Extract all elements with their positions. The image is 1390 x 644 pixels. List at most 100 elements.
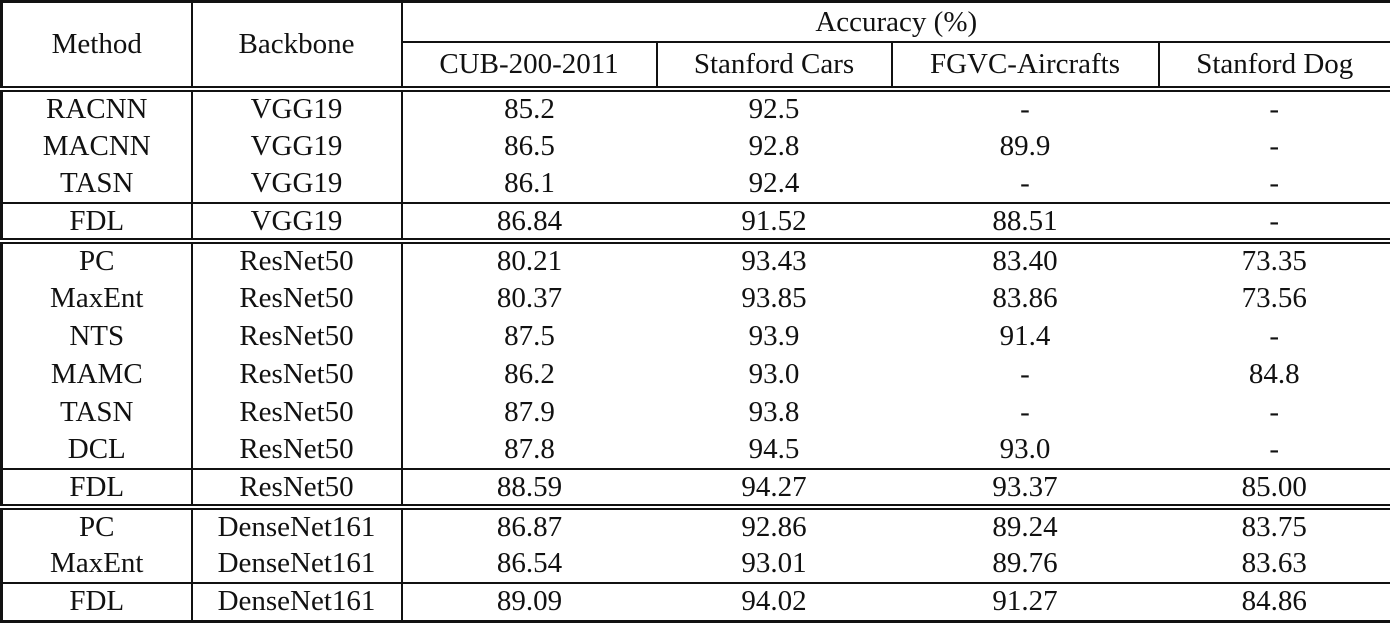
accuracy-cell: 86.54 [496,547,563,579]
accuracy-cell: 93.01 [741,547,807,579]
backbone-cell: VGG19 [191,89,403,127]
table-row: TASN ResNet50 87.9 93.8 - - [1,393,1390,431]
accuracy-cell: 87.9 [504,395,555,428]
table-row: FDL VGG19 86.84 91.52 88.51- [1,202,1390,241]
method-cell: PC [1,504,193,545]
accuracy-cell: - [1269,433,1280,465]
table-row: FDL DenseNet161 89.09 94.02 91.27 84.86 [1,582,1390,621]
table-row: DCL ResNet50 87.8 94.5 93.0 - [1,431,1390,469]
accuracy-cell: - [1020,357,1030,390]
accuracy-cell: 91.4 [999,319,1051,352]
backbone-cell: VGG19 [191,127,403,165]
accuracy-cell: 86.87 [401,504,657,545]
backbone-cell: ResNet50 [191,238,403,279]
accuracy-cell: 73.35 [1158,238,1390,279]
accuracy-cell: 93.8 [748,395,800,428]
backbone-cell: DenseNet161 [191,545,403,583]
method-cell: RACNN [1,89,193,127]
accuracy-results-table: Method Backbone Accuracy (%) CUB-200-201… [0,0,1390,623]
method-cell: MaxEnt [1,545,193,583]
accuracy-cell: 93.43 [656,238,892,279]
accuracy-cell: 94.02 [656,582,892,621]
table-row: MACNN VGG19 86.5 92.8 89.9 - [1,127,1390,165]
accuracy-cell: 86.1 [504,167,555,199]
backbone-cell: DenseNet161 [191,504,403,545]
accuracy-cell: 83.63 [1241,547,1307,579]
accuracy-cell: 93.0 [999,433,1051,465]
accuracy-cell: 93.85 [741,281,807,314]
accuracy-cell: 89.76 [992,547,1058,579]
header-row-top: Method Backbone Accuracy (%) [1,1,1390,89]
accuracy-group-header: Accuracy (%) [401,1,1390,43]
dataset-header-cub: CUB-200-2011 [401,42,658,89]
method-cell: MaxEnt [1,279,193,317]
accuracy-cell: 89.9 [999,129,1051,162]
accuracy-cell: 85.2 [504,93,555,125]
method-cell: MAMC [1,355,193,393]
table-row: PC DenseNet161 86.87 92.86 89.24 83.75 [1,504,1390,545]
accuracy-cell: 83.86 [992,281,1058,314]
accuracy-cell: 86.84 [401,202,657,241]
method-cell: NTS [1,317,193,355]
header-row-datasets: CUB-200-2011 Stanford Cars FGVC-Aircraft… [2,42,1390,89]
accuracy-cell: 84.8 [1248,357,1300,390]
accuracy-cell: 88.51 [891,202,1159,241]
accuracy-cell: 73.56 [1241,281,1307,314]
backbone-cell: ResNet50 [191,393,403,431]
accuracy-cell: 93.9 [748,319,800,352]
table-row: TASN VGG19 86.1 92.4 - - [1,165,1390,203]
method-cell: FDL [1,582,193,621]
accuracy-cell: 84.86 [1158,582,1390,621]
table-row: FDL ResNet50 88.59 94.27 93.37 85.00 [1,468,1390,507]
accuracy-cell: 91.52 [656,202,892,241]
table-row: RACNN VGG19 85.2 92.5 - - [1,89,1390,127]
table-body: RACNN VGG19 85.2 92.5- - MACNN VGG19 86.5 92.8 89… [1,89,1390,621]
accuracy-cell: 92.5 [748,93,800,125]
backbone-cell: ResNet50 [191,355,403,393]
accuracy-cell: 80.37 [496,281,563,314]
accuracy-cell: - [1269,129,1280,162]
accuracy-cell: - [1269,167,1280,199]
accuracy-cell: - [1158,202,1390,241]
method-cell: FDL [1,468,193,507]
accuracy-cell: 83.40 [891,238,1159,279]
accuracy-cell: 93.37 [891,468,1159,507]
accuracy-cell: 92.4 [748,167,800,199]
dataset-header-dog: Stanford Dog [1196,48,1354,80]
accuracy-cell: 87.8 [504,433,555,465]
accuracy-cell: 94.5 [748,433,800,465]
backbone-cell: ResNet50 [191,468,403,507]
table-row: MaxEnt DenseNet161 86.54 93.01 89.76 83.63 [1,545,1390,583]
accuracy-cell: 92.8 [748,129,800,162]
accuracy-cell: 85.00 [1158,468,1390,507]
table-header: Method Backbone Accuracy (%) CUB-200-201… [1,1,1390,89]
dataset-header-aircrafts: FGVC-Aircrafts [891,42,1160,89]
accuracy-cell: 86.5 [504,129,555,162]
method-column-header: Method [1,1,193,89]
accuracy-cell: 91.27 [891,582,1159,621]
backbone-cell: VGG19 [191,165,403,203]
accuracy-cell: - [1020,93,1030,125]
method-cell: FDL [1,202,193,241]
method-cell: DCL [1,431,193,469]
accuracy-cell: - [1269,319,1280,352]
accuracy-cell: 83.75 [1158,504,1390,545]
accuracy-cell: 89.24 [891,504,1159,545]
accuracy-cell: 86.2 [504,357,555,390]
accuracy-cell: 92.86 [656,504,892,545]
method-cell: TASN [1,165,193,203]
method-cell: PC [1,238,193,279]
backbone-cell: ResNet50 [191,317,403,355]
accuracy-cell: 89.09 [401,582,657,621]
table-row: MaxEnt ResNet50 80.37 93.85 83.86 73.56 [1,279,1390,317]
accuracy-cell: 94.27 [656,468,892,507]
accuracy-cell: - [1269,395,1280,428]
accuracy-cell: 88.59 [401,468,657,507]
dataset-header-cars: Stanford Cars [656,42,893,89]
accuracy-cell: 80.21 [401,238,657,279]
method-cell: TASN [1,393,193,431]
accuracy-cell: - [1020,395,1030,428]
backbone-cell: ResNet50 [191,431,403,469]
accuracy-cell: 93.0 [748,357,800,390]
table-row: NTS ResNet50 87.5 93.9 91.4 - [1,317,1390,355]
